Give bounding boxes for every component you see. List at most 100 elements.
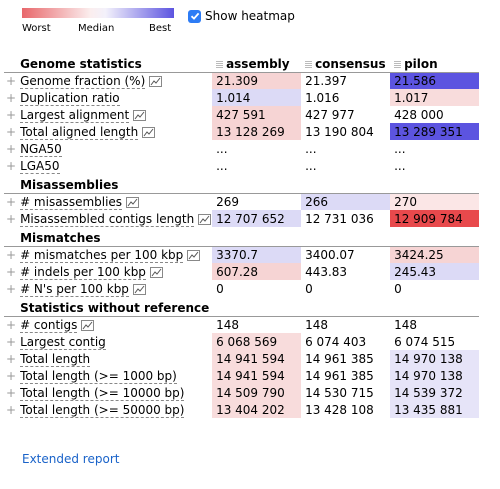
value-cell-consensus: 14 530 715: [301, 384, 391, 401]
plus-icon[interactable]: +: [6, 264, 17, 279]
drag-handle-icon[interactable]: [394, 60, 402, 69]
heatmap-toggle-label: Show heatmap: [205, 9, 295, 23]
value-cell-pilon: 21.586: [390, 72, 480, 89]
table-row: + # mismatches per 100 kbp 3370.7 3400.07 34…: [4, 246, 480, 263]
plot-icon[interactable]: [149, 266, 163, 278]
show-heatmap-toggle[interactable]: Show heatmap: [188, 9, 295, 23]
metric-name[interactable]: Total length (>= 1000 bp): [20, 368, 177, 384]
value-cell-assembly: ...: [212, 157, 302, 174]
plot-icon[interactable]: [187, 249, 201, 261]
value-cell-assembly: 21.309: [212, 72, 302, 89]
table-row: + Total aligned length 13 128 269 13 190 80…: [4, 123, 480, 140]
metric-name[interactable]: Duplication ratio: [20, 90, 120, 106]
heatmap-checkbox[interactable]: [188, 9, 201, 23]
value-cell-assembly: 0: [212, 280, 302, 297]
value-cell-assembly: 607.28: [212, 263, 302, 280]
plus-icon[interactable]: +: [6, 368, 17, 383]
column-header-consensus[interactable]: consensus: [315, 57, 386, 72]
table-row: + Total length 14 941 594 14 961 385 14 970 …: [4, 350, 480, 367]
plot-icon[interactable]: [81, 319, 95, 331]
legend-median: Median: [78, 23, 115, 34]
plus-icon[interactable]: +: [6, 351, 17, 366]
metric-cell: Largest contig: [16, 333, 212, 350]
value-cell-pilon: 13 289 351: [390, 123, 480, 140]
value-cell-consensus: 443.83: [301, 263, 391, 280]
extended-report-link[interactable]: Extended report: [22, 452, 120, 466]
plus-icon[interactable]: +: [6, 158, 17, 173]
metric-cell: # N's per 100 kbp: [16, 280, 212, 297]
section-title: Statistics without reference: [16, 297, 213, 317]
value-cell-pilon: 13 435 881: [390, 401, 480, 418]
value-cell-pilon: 12 909 784: [390, 210, 480, 227]
metric-name[interactable]: Misassembled contigs length: [20, 211, 195, 227]
metric-name[interactable]: # misassemblies: [20, 194, 123, 210]
metric-name[interactable]: Total length (>= 10000 bp): [20, 385, 185, 401]
plot-icon[interactable]: [149, 75, 163, 87]
metric-name[interactable]: Total length: [20, 351, 91, 367]
table-row: + Largest alignment 427 591 427 977 428 000: [4, 106, 480, 123]
section-header: Misassemblies: [4, 174, 480, 194]
metric-cell: Genome fraction (%): [16, 72, 212, 89]
metric-cell: # contigs: [16, 316, 212, 333]
legend-best: Best: [149, 23, 172, 34]
plus-icon[interactable]: +: [6, 402, 17, 417]
metric-name[interactable]: # contigs: [20, 317, 78, 333]
value-cell-assembly: 14 941 594: [212, 367, 302, 384]
section-title: Misassemblies: [16, 174, 213, 194]
plot-icon[interactable]: [132, 283, 146, 295]
metric-name[interactable]: # mismatches per 100 kbp: [20, 247, 184, 263]
value-cell-assembly: ...: [212, 140, 302, 157]
metric-name[interactable]: Genome fraction (%): [20, 73, 146, 89]
value-cell-consensus: 148: [301, 316, 391, 333]
plot-icon[interactable]: [142, 126, 156, 138]
plus-icon[interactable]: +: [6, 281, 17, 296]
metric-name[interactable]: Total aligned length: [20, 124, 139, 140]
metric-name[interactable]: Largest contig: [20, 334, 106, 350]
metric-cell: Largest alignment: [16, 106, 212, 123]
metric-cell: Total length: [16, 350, 212, 367]
metric-name[interactable]: Total length (>= 50000 bp): [20, 402, 185, 418]
plus-icon[interactable]: +: [6, 334, 17, 349]
plot-icon[interactable]: [126, 196, 140, 208]
section-header: Mismatches: [4, 227, 480, 247]
metric-name[interactable]: # N's per 100 kbp: [20, 281, 129, 297]
table-row: + NGA50.........: [4, 140, 480, 157]
metric-name[interactable]: LGA50: [20, 158, 60, 174]
metric-cell: # misassemblies: [16, 193, 212, 210]
plus-icon[interactable]: +: [6, 90, 17, 105]
metric-name[interactable]: # indels per 100 kbp: [20, 264, 146, 280]
plus-icon[interactable]: +: [6, 124, 17, 139]
legend-worst: Worst: [22, 23, 51, 34]
drag-handle-icon[interactable]: [305, 60, 313, 69]
plus-icon[interactable]: +: [6, 107, 17, 122]
plot-icon[interactable]: [198, 213, 212, 225]
heatmap-gradient: [22, 8, 174, 18]
plus-icon[interactable]: +: [6, 73, 17, 88]
plus-icon[interactable]: +: [6, 141, 17, 156]
metric-name[interactable]: NGA50: [20, 141, 62, 157]
plus-icon[interactable]: +: [6, 211, 17, 226]
table-row: + LGA50.........: [4, 157, 480, 174]
section-header: Statistics without reference: [4, 297, 480, 317]
metric-cell: NGA50: [16, 140, 212, 157]
value-cell-consensus: 12 731 036: [301, 210, 391, 227]
metric-name[interactable]: Largest alignment: [20, 107, 130, 123]
plus-icon[interactable]: +: [6, 385, 17, 400]
value-cell-assembly: 427 591: [212, 106, 302, 123]
value-cell-consensus: 1.016: [301, 89, 391, 106]
drag-handle-icon[interactable]: [216, 60, 224, 69]
value-cell-consensus: 13 428 108: [301, 401, 391, 418]
plot-icon[interactable]: [133, 109, 147, 121]
column-header-assembly[interactable]: assembly: [226, 57, 290, 72]
plus-icon[interactable]: +: [6, 247, 17, 262]
metric-cell: Misassembled contigs length: [16, 210, 212, 227]
table-row: + # misassemblies 269 266 270: [4, 193, 480, 210]
plus-icon[interactable]: +: [6, 194, 17, 209]
metric-cell: Duplication ratio: [16, 89, 212, 106]
value-cell-pilon: 148: [390, 316, 480, 333]
column-header-pilon[interactable]: pilon: [404, 57, 438, 72]
table-row: + # contigs 148 148 148: [4, 316, 480, 333]
value-cell-consensus: 14 961 385: [301, 350, 391, 367]
value-cell-pilon: 14 539 372: [390, 384, 480, 401]
plus-icon[interactable]: +: [6, 317, 17, 332]
